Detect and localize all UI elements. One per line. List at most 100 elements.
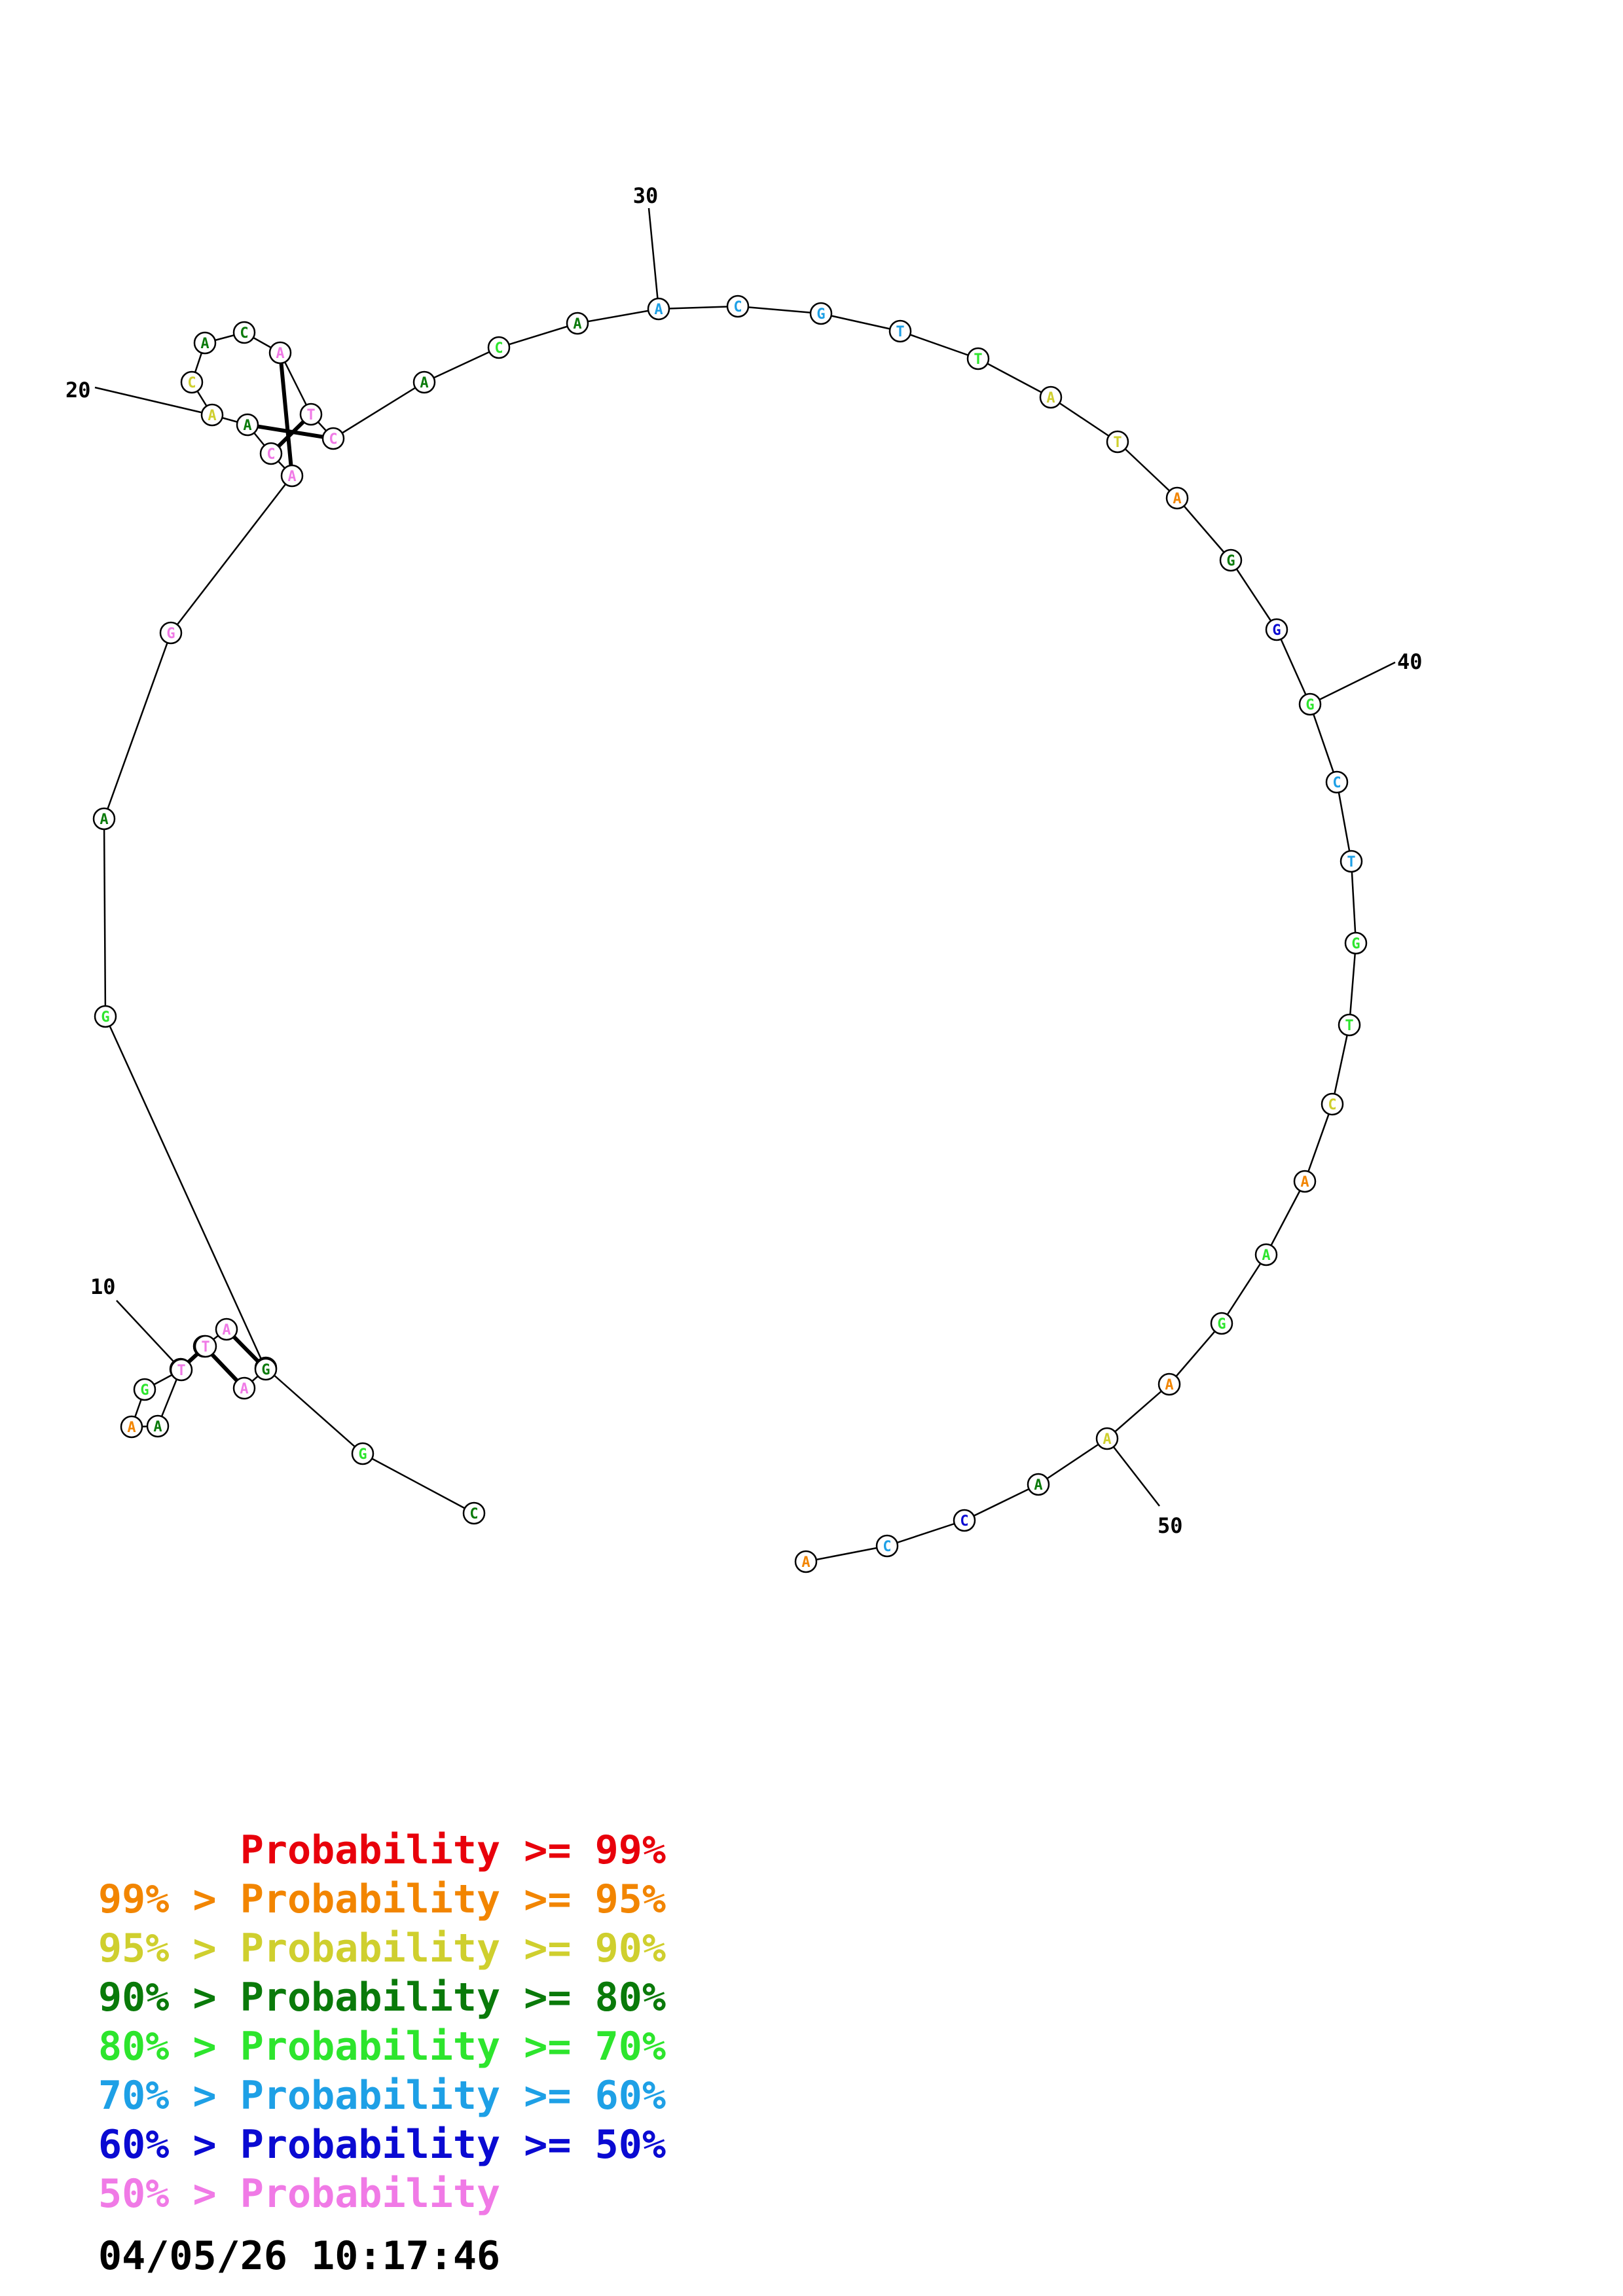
nucleotide: A xyxy=(120,1415,143,1439)
nucleotide-letter: C xyxy=(733,299,742,315)
nucleotide-circle xyxy=(259,442,283,465)
nucleotide-circle xyxy=(180,370,204,394)
backbone-segment xyxy=(977,357,1051,399)
nucleotide-letter: T xyxy=(974,351,982,368)
nucleotide-letter: C xyxy=(1328,1097,1336,1113)
nucleotide-letter: A xyxy=(801,1554,810,1571)
legend-label: Probability xyxy=(240,1827,501,1873)
legend-row: 95% > Probability >= 90% xyxy=(98,1924,666,1973)
nucleotide: A xyxy=(280,464,304,488)
nucleotide-letter: C xyxy=(469,1506,478,1522)
backbone-segment xyxy=(1038,1437,1108,1486)
nucleotide-letter: A xyxy=(573,316,581,332)
backbone-segment xyxy=(820,312,901,332)
nucleotide-letter: G xyxy=(261,1362,270,1378)
backbone-segment xyxy=(104,1016,267,1370)
nucleotide-circle xyxy=(200,403,224,427)
position-label: 20 xyxy=(65,378,91,403)
nucleotide-letter: C xyxy=(494,340,503,357)
legend-label: Probability xyxy=(240,1876,501,1922)
nucleotide: G xyxy=(1210,1312,1233,1335)
nucleotide: G xyxy=(94,1005,117,1028)
nucleotide-circle xyxy=(1254,1243,1278,1266)
legend-prefix: 95% > xyxy=(98,1926,217,1971)
nucleotide-letter: T xyxy=(306,407,315,423)
backbone-segment xyxy=(498,322,578,349)
nucleotide-letter: G xyxy=(1272,622,1281,639)
nucleotide-letter: T xyxy=(1113,435,1122,451)
position-tick xyxy=(116,1300,182,1371)
nucleotide-circle xyxy=(92,807,116,831)
nucleotide-letter: A xyxy=(200,336,209,352)
legend-prefix: 90% > xyxy=(98,1975,217,2020)
backbone-segment xyxy=(1309,704,1338,783)
legend-row: 99% > Probability >= 95% xyxy=(98,1875,666,1924)
nucleotide-letter: A xyxy=(420,375,428,391)
nucleotide-letter: C xyxy=(1332,775,1341,791)
nucleotide-letter: C xyxy=(960,1513,968,1530)
backbone-segment xyxy=(333,381,425,440)
backbone-segment xyxy=(886,1519,965,1547)
nucleotide: C xyxy=(232,321,256,344)
nucleotide-circle xyxy=(1027,1473,1050,1496)
backbone-segment xyxy=(737,305,822,315)
nucleotide-circle xyxy=(146,1414,170,1438)
nucleotide: A xyxy=(236,413,259,437)
backbone-segment xyxy=(1117,441,1178,499)
nucleotide-circle xyxy=(966,347,990,370)
nucleotide: G xyxy=(351,1442,374,1465)
nucleotide-circle xyxy=(809,302,833,325)
legend-prefix: 80% > xyxy=(98,2024,217,2070)
backbone-segment xyxy=(577,308,659,325)
nucleotide: C xyxy=(726,295,750,318)
base-pair-line xyxy=(278,352,294,476)
legend-prefix: 50% > xyxy=(98,2171,217,2217)
nucleotide: G xyxy=(159,621,183,645)
nucleotide-letter: A xyxy=(276,346,284,362)
nucleotide: C xyxy=(1325,770,1349,794)
position-label: 40 xyxy=(1397,649,1423,674)
nucleotide-letter: A xyxy=(100,812,108,828)
nucleotide-circle xyxy=(215,1318,238,1341)
nucleotide: G xyxy=(1344,931,1368,955)
nucleotide-letter: A xyxy=(127,1420,136,1436)
nucleotide-circle xyxy=(462,1501,486,1525)
backbone-segment xyxy=(900,330,979,360)
nucleotide-circle xyxy=(1158,1372,1181,1396)
legend-suffix: >= 70% xyxy=(524,2024,666,2070)
legend-row: 90% > Probability >= 80% xyxy=(98,1973,666,2022)
nucleotide: T xyxy=(1106,430,1129,454)
nucleotide-circle xyxy=(412,370,436,394)
legend-prefix: 99% > xyxy=(98,1876,217,1922)
backbone-segment xyxy=(1265,1181,1306,1255)
nucleotide-circle xyxy=(254,1357,278,1381)
nucleotide: G xyxy=(809,302,833,325)
backbone-segment xyxy=(1106,1384,1170,1439)
nucleotide: C xyxy=(487,336,511,359)
legend-label: Probability xyxy=(240,2171,501,2217)
backbone-segment xyxy=(103,632,172,819)
legend-row: 50% > Probability xyxy=(98,2170,666,2219)
nucleotide-circle xyxy=(193,331,217,355)
nucleotide: A xyxy=(412,370,436,394)
backbone-segment xyxy=(279,352,312,415)
nucleotide: T xyxy=(194,1335,217,1358)
nucleotide-letter: A xyxy=(222,1322,230,1338)
legend-suffix: >= 60% xyxy=(524,2073,666,2119)
nucleotide-circle xyxy=(170,1358,193,1382)
nucleotide-letter: A xyxy=(1034,1477,1042,1494)
nucleotide-circle xyxy=(120,1415,143,1439)
nucleotide-letter: A xyxy=(1046,390,1055,406)
nucleotide-letter: T xyxy=(1347,854,1355,870)
nucleotide-letter: C xyxy=(187,375,196,391)
nucleotide-circle xyxy=(268,341,292,365)
nucleotide-letter: C xyxy=(240,325,248,342)
position-tick xyxy=(1309,661,1396,706)
backbone-segment xyxy=(805,1545,888,1563)
backbone-segment xyxy=(170,475,293,634)
nucleotide-circle xyxy=(1095,1427,1119,1450)
nucleotide: A xyxy=(1165,486,1189,510)
nucleotide-letter: A xyxy=(208,408,216,424)
backbone-segment xyxy=(1331,1024,1351,1105)
